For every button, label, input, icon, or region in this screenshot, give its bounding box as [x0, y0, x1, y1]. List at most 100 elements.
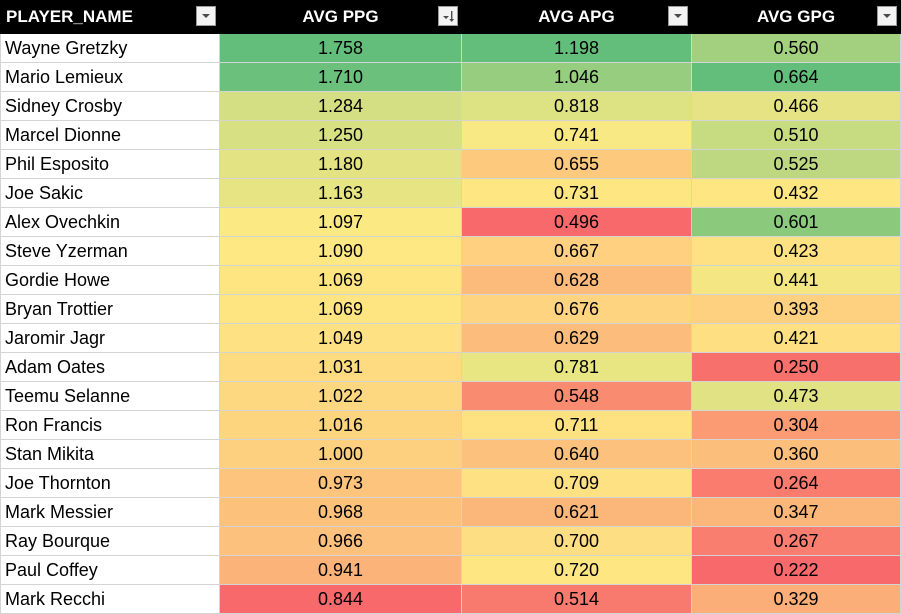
table-row[interactable]: Mario Lemieux 1.710 1.046 0.664 — [0, 62, 901, 92]
player-name-cell[interactable]: Sidney Crosby — [0, 91, 220, 121]
player-name-cell[interactable]: Marcel Dionne — [0, 120, 220, 150]
avg-ppg-cell[interactable]: 1.022 — [219, 381, 462, 411]
avg-gpg-cell[interactable]: 0.473 — [691, 381, 901, 411]
avg-gpg-cell[interactable]: 0.347 — [691, 497, 901, 527]
player-name-cell[interactable]: Bryan Trottier — [0, 294, 220, 324]
avg-gpg-cell[interactable]: 0.525 — [691, 149, 901, 179]
avg-apg-cell[interactable]: 0.711 — [461, 410, 692, 440]
player-name-cell[interactable]: Wayne Gretzky — [0, 33, 220, 63]
player-name-cell[interactable]: Alex Ovechkin — [0, 207, 220, 237]
avg-apg-cell[interactable]: 0.741 — [461, 120, 692, 150]
table-row[interactable]: Steve Yzerman 1.090 0.667 0.423 — [0, 236, 901, 266]
column-header-player-name[interactable]: PLAYER_NAME — [0, 0, 220, 34]
player-name-cell[interactable]: Mark Messier — [0, 497, 220, 527]
table-row[interactable]: Marcel Dionne 1.250 0.741 0.510 — [0, 120, 901, 150]
player-name-cell[interactable]: Joe Sakic — [0, 178, 220, 208]
avg-apg-cell[interactable]: 0.655 — [461, 149, 692, 179]
column-header-avg-apg[interactable]: AVG APG — [461, 0, 692, 34]
avg-apg-cell[interactable]: 1.046 — [461, 62, 692, 92]
avg-gpg-cell[interactable]: 0.466 — [691, 91, 901, 121]
avg-gpg-cell[interactable]: 0.393 — [691, 294, 901, 324]
table-row[interactable]: Paul Coffey 0.941 0.720 0.222 — [0, 555, 901, 585]
avg-apg-cell[interactable]: 0.676 — [461, 294, 692, 324]
player-name-cell[interactable]: Phil Esposito — [0, 149, 220, 179]
avg-apg-cell[interactable]: 0.514 — [461, 584, 692, 614]
avg-ppg-cell[interactable]: 1.000 — [219, 439, 462, 469]
player-name-cell[interactable]: Steve Yzerman — [0, 236, 220, 266]
avg-ppg-cell[interactable]: 1.284 — [219, 91, 462, 121]
avg-gpg-cell[interactable]: 0.250 — [691, 352, 901, 382]
avg-ppg-cell[interactable]: 1.090 — [219, 236, 462, 266]
avg-gpg-cell[interactable]: 0.510 — [691, 120, 901, 150]
avg-ppg-cell[interactable]: 1.031 — [219, 352, 462, 382]
avg-ppg-cell[interactable]: 1.180 — [219, 149, 462, 179]
avg-ppg-cell[interactable]: 1.710 — [219, 62, 462, 92]
avg-apg-cell[interactable]: 0.621 — [461, 497, 692, 527]
avg-gpg-cell[interactable]: 0.432 — [691, 178, 901, 208]
avg-ppg-cell[interactable]: 1.250 — [219, 120, 462, 150]
table-row[interactable]: Sidney Crosby 1.284 0.818 0.466 — [0, 91, 901, 121]
table-row[interactable]: Joe Sakic 1.163 0.731 0.432 — [0, 178, 901, 208]
avg-apg-cell[interactable]: 0.781 — [461, 352, 692, 382]
avg-apg-cell[interactable]: 1.198 — [461, 33, 692, 63]
player-name-cell[interactable]: Gordie Howe — [0, 265, 220, 295]
avg-apg-cell[interactable]: 0.496 — [461, 207, 692, 237]
table-row[interactable]: Stan Mikita 1.000 0.640 0.360 — [0, 439, 901, 469]
player-name-cell[interactable]: Stan Mikita — [0, 439, 220, 469]
table-row[interactable]: Mark Messier 0.968 0.621 0.347 — [0, 497, 901, 527]
avg-ppg-cell[interactable]: 1.097 — [219, 207, 462, 237]
avg-gpg-cell[interactable]: 0.304 — [691, 410, 901, 440]
table-row[interactable]: Mark Recchi 0.844 0.514 0.329 — [0, 584, 901, 614]
avg-gpg-cell[interactable]: 0.601 — [691, 207, 901, 237]
table-row[interactable]: Ron Francis 1.016 0.711 0.304 — [0, 410, 901, 440]
avg-apg-cell[interactable]: 0.667 — [461, 236, 692, 266]
avg-gpg-cell[interactable]: 0.267 — [691, 526, 901, 556]
avg-gpg-cell[interactable]: 0.664 — [691, 62, 901, 92]
column-header-avg-ppg[interactable]: AVG PPG — [219, 0, 462, 34]
avg-ppg-cell[interactable]: 0.844 — [219, 584, 462, 614]
player-name-cell[interactable]: Mark Recchi — [0, 584, 220, 614]
table-row[interactable]: Gordie Howe 1.069 0.628 0.441 — [0, 265, 901, 295]
table-row[interactable]: Ray Bourque 0.966 0.700 0.267 — [0, 526, 901, 556]
avg-apg-cell[interactable]: 0.818 — [461, 91, 692, 121]
player-name-cell[interactable]: Mario Lemieux — [0, 62, 220, 92]
filter-dropdown-icon[interactable] — [196, 6, 216, 26]
avg-apg-cell[interactable]: 0.700 — [461, 526, 692, 556]
avg-ppg-cell[interactable]: 1.069 — [219, 265, 462, 295]
avg-ppg-cell[interactable]: 0.973 — [219, 468, 462, 498]
table-row[interactable]: Adam Oates 1.031 0.781 0.250 — [0, 352, 901, 382]
avg-apg-cell[interactable]: 0.629 — [461, 323, 692, 353]
avg-gpg-cell[interactable]: 0.360 — [691, 439, 901, 469]
table-row[interactable]: Teemu Selanne 1.022 0.548 0.473 — [0, 381, 901, 411]
avg-ppg-cell[interactable]: 1.049 — [219, 323, 462, 353]
avg-apg-cell[interactable]: 0.709 — [461, 468, 692, 498]
avg-ppg-cell[interactable]: 1.069 — [219, 294, 462, 324]
player-name-cell[interactable]: Ray Bourque — [0, 526, 220, 556]
player-name-cell[interactable]: Jaromir Jagr — [0, 323, 220, 353]
player-name-cell[interactable]: Ron Francis — [0, 410, 220, 440]
avg-gpg-cell[interactable]: 0.441 — [691, 265, 901, 295]
table-row[interactable]: Jaromir Jagr 1.049 0.629 0.421 — [0, 323, 901, 353]
player-name-cell[interactable]: Joe Thornton — [0, 468, 220, 498]
avg-apg-cell[interactable]: 0.720 — [461, 555, 692, 585]
table-row[interactable]: Wayne Gretzky 1.758 1.198 0.560 — [0, 33, 901, 63]
table-row[interactable]: Alex Ovechkin 1.097 0.496 0.601 — [0, 207, 901, 237]
avg-gpg-cell[interactable]: 0.423 — [691, 236, 901, 266]
avg-gpg-cell[interactable]: 0.560 — [691, 33, 901, 63]
avg-ppg-cell[interactable]: 1.016 — [219, 410, 462, 440]
sort-descending-filter-icon[interactable] — [438, 6, 458, 26]
avg-ppg-cell[interactable]: 1.758 — [219, 33, 462, 63]
avg-ppg-cell[interactable]: 0.966 — [219, 526, 462, 556]
filter-dropdown-icon[interactable] — [668, 6, 688, 26]
table-row[interactable]: Joe Thornton 0.973 0.709 0.264 — [0, 468, 901, 498]
column-header-avg-gpg[interactable]: AVG GPG — [691, 0, 901, 34]
avg-apg-cell[interactable]: 0.640 — [461, 439, 692, 469]
avg-apg-cell[interactable]: 0.628 — [461, 265, 692, 295]
filter-dropdown-icon[interactable] — [877, 6, 897, 26]
avg-apg-cell[interactable]: 0.548 — [461, 381, 692, 411]
avg-gpg-cell[interactable]: 0.222 — [691, 555, 901, 585]
avg-apg-cell[interactable]: 0.731 — [461, 178, 692, 208]
avg-gpg-cell[interactable]: 0.329 — [691, 584, 901, 614]
avg-ppg-cell[interactable]: 0.968 — [219, 497, 462, 527]
avg-ppg-cell[interactable]: 0.941 — [219, 555, 462, 585]
